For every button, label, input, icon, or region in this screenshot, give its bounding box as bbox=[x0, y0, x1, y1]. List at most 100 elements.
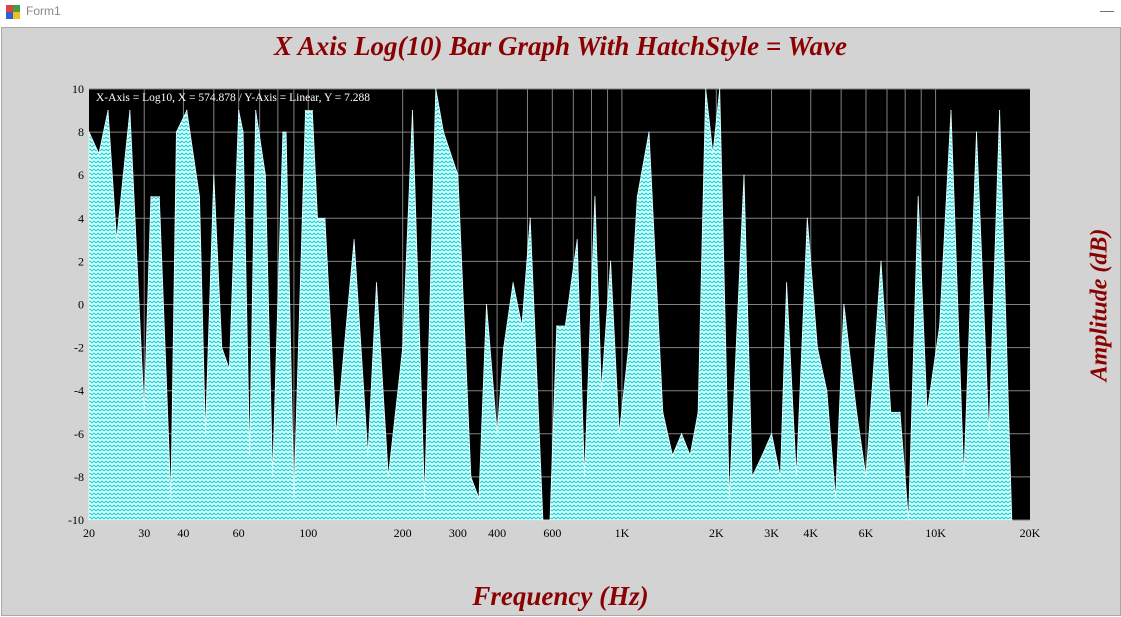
x-tick-label: 400 bbox=[488, 526, 506, 540]
app-icon bbox=[6, 5, 20, 19]
y-tick-label: 2 bbox=[78, 254, 84, 268]
data-point bbox=[779, 476, 782, 478]
data-point bbox=[671, 454, 674, 456]
data-point bbox=[293, 497, 295, 499]
data-point bbox=[712, 153, 714, 155]
cursor-readout: X-Axis = Log10, X = 574.878 / Y-Axis = L… bbox=[96, 92, 370, 104]
data-point bbox=[272, 476, 274, 478]
data-point bbox=[751, 476, 753, 478]
data-point bbox=[600, 390, 603, 392]
data-point bbox=[316, 217, 319, 219]
data-point bbox=[198, 196, 201, 198]
data-point bbox=[186, 110, 188, 112]
data-point bbox=[636, 196, 638, 198]
x-tick-label: 200 bbox=[394, 526, 412, 540]
data-point bbox=[963, 476, 965, 478]
data-point bbox=[618, 433, 620, 435]
data-point bbox=[282, 131, 284, 133]
data-point bbox=[926, 411, 928, 413]
data-point bbox=[806, 217, 808, 219]
data-point bbox=[213, 174, 215, 176]
data-point bbox=[204, 433, 206, 435]
x-axis-title: Frequency (Hz) bbox=[472, 581, 649, 611]
minimize-button[interactable]: — bbox=[1100, 2, 1114, 18]
data-point bbox=[285, 131, 287, 133]
data-point bbox=[1011, 519, 1013, 521]
y-tick-label: 10 bbox=[72, 82, 84, 96]
y-tick-label: -8 bbox=[74, 470, 84, 484]
data-point bbox=[170, 497, 172, 499]
data-point bbox=[761, 454, 763, 456]
data-point bbox=[249, 454, 251, 456]
data-point bbox=[880, 260, 882, 262]
data-point bbox=[795, 476, 798, 478]
data-point bbox=[143, 411, 145, 413]
data-point bbox=[424, 497, 426, 499]
y-tick-label: 4 bbox=[78, 211, 84, 225]
data-point bbox=[129, 110, 131, 112]
data-point bbox=[594, 196, 596, 198]
data-point bbox=[939, 325, 941, 327]
data-point bbox=[542, 519, 544, 521]
data-point bbox=[907, 519, 910, 521]
data-point bbox=[662, 411, 664, 413]
y-tick-label: -10 bbox=[68, 513, 84, 527]
window-title: Form1 bbox=[26, 4, 61, 18]
y-tick-label: -2 bbox=[74, 341, 84, 355]
y-axis-title: Amplitude (dB) bbox=[1086, 228, 1113, 382]
data-point bbox=[529, 217, 531, 219]
data-point bbox=[835, 497, 837, 499]
data-point bbox=[116, 239, 118, 241]
data-point bbox=[719, 88, 721, 90]
data-point bbox=[353, 239, 355, 241]
x-tick-label: 3K bbox=[764, 526, 779, 540]
data-point bbox=[221, 347, 223, 349]
data-point bbox=[311, 110, 313, 112]
data-point bbox=[228, 368, 230, 370]
window-titlebar: Form1 — bbox=[0, 0, 1121, 26]
data-point bbox=[816, 347, 819, 349]
data-point bbox=[950, 110, 952, 112]
x-tick-label: 600 bbox=[543, 526, 561, 540]
y-tick-label: 0 bbox=[78, 298, 84, 312]
data-point bbox=[442, 131, 445, 133]
data-point bbox=[697, 411, 699, 413]
data-point bbox=[255, 110, 257, 112]
data-point bbox=[470, 476, 472, 478]
data-point bbox=[98, 153, 100, 155]
data-point bbox=[628, 347, 630, 349]
y-tick-label: -4 bbox=[74, 384, 84, 398]
data-point bbox=[411, 110, 414, 112]
data-point bbox=[367, 454, 369, 456]
data-point bbox=[238, 110, 240, 112]
data-point bbox=[917, 196, 919, 198]
data-point bbox=[743, 174, 745, 176]
data-point bbox=[610, 260, 612, 262]
data-point bbox=[175, 131, 177, 133]
data-point bbox=[435, 88, 437, 90]
chart-title: X Axis Log(10) Bar Graph With HatchStyle… bbox=[274, 31, 847, 61]
data-point bbox=[264, 174, 266, 176]
x-tick-label: 4K bbox=[803, 526, 818, 540]
x-tick-label: 6K bbox=[859, 526, 874, 540]
data-point bbox=[503, 347, 505, 349]
x-tick-label: 60 bbox=[233, 526, 245, 540]
data-point bbox=[583, 476, 586, 478]
y-tick-label: -6 bbox=[74, 427, 84, 441]
data-point bbox=[556, 325, 558, 327]
data-point bbox=[150, 196, 152, 198]
data-point bbox=[689, 454, 691, 456]
data-point bbox=[402, 347, 404, 349]
data-point bbox=[478, 497, 480, 499]
data-point bbox=[648, 131, 650, 133]
data-point bbox=[728, 497, 730, 499]
data-point bbox=[242, 131, 244, 133]
data-point bbox=[375, 282, 378, 284]
data-point bbox=[549, 519, 551, 521]
data-point bbox=[88, 131, 90, 133]
data-point bbox=[899, 411, 901, 413]
data-point bbox=[988, 433, 990, 435]
data-point bbox=[387, 476, 389, 478]
y-tick-label: 8 bbox=[78, 125, 84, 139]
